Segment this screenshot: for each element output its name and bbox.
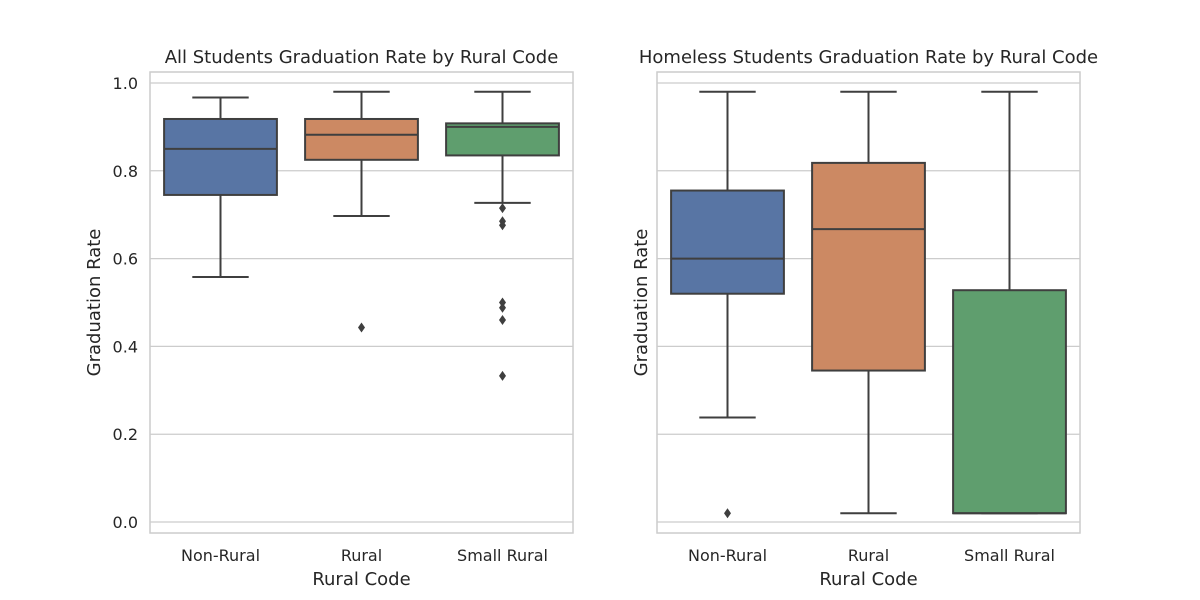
x-axis-label: Rural Code: [312, 569, 410, 590]
outlier-point: [358, 322, 365, 333]
box-non-rural: [670, 90, 785, 519]
box-body: [163, 117, 278, 196]
y-tick-label: 0.8: [113, 162, 138, 181]
box-body: [952, 289, 1067, 515]
box-rural: [304, 90, 419, 333]
y-tick-label: 0.0: [113, 513, 138, 532]
x-tick-label: Small Rural: [457, 546, 548, 565]
plot-frame: [656, 71, 1081, 534]
outlier-point: [499, 220, 506, 231]
outlier-point: [499, 302, 506, 313]
outlier-point: [499, 297, 506, 308]
x-tick-label: Non-Rural: [688, 546, 767, 565]
box-non-rural: [163, 96, 278, 279]
x-tick-label: Non-Rural: [181, 546, 260, 565]
outlier-point: [724, 508, 731, 519]
all-students-chart: 0.0 0.2 0.4 0.6 0.8 1.0 Non-Rural Rural Small Ru…: [84, 47, 574, 590]
y-axis-label: Graduation Rate: [84, 229, 105, 377]
chart-title: Homeless Students Graduation Rate by Rur…: [639, 47, 1098, 68]
y-tick-label: 0.4: [113, 337, 138, 356]
box-body: [811, 161, 926, 372]
y-axis-label: Graduation Rate: [631, 229, 652, 377]
y-tick-label: 0.6: [113, 250, 138, 269]
box-rural: [811, 90, 926, 515]
box-body: [445, 122, 560, 157]
box-body: [304, 117, 419, 161]
chart-title: All Students Graduation Rate by Rural Co…: [165, 47, 559, 68]
x-axis-label: Rural Code: [819, 569, 917, 590]
box-small-rural: [952, 90, 1067, 515]
y-tick-label: 0.2: [113, 425, 138, 444]
plot-frame: [149, 71, 574, 534]
box-small-rural: [445, 90, 560, 381]
homeless-students-chart: Non-Rural Rural Small Rural Homeless Studen…: [631, 47, 1098, 590]
box-body: [670, 189, 785, 295]
outlier-point: [499, 203, 506, 214]
x-tick-label: Small Rural: [964, 546, 1055, 565]
y-tick-label: 1.0: [113, 74, 138, 93]
outlier-point: [499, 315, 506, 326]
x-tick-label: Rural: [341, 546, 382, 565]
x-tick-label: Rural: [848, 546, 889, 565]
outlier-point: [499, 370, 506, 381]
